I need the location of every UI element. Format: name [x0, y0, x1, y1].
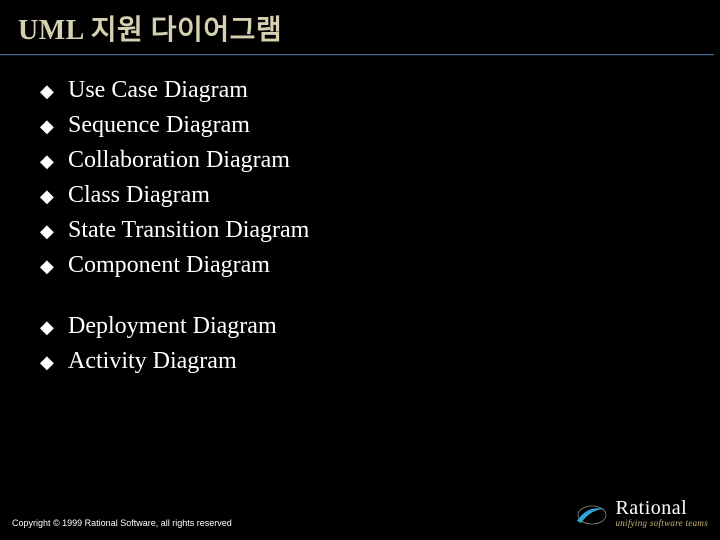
bullet-group-1: ◆ Use Case Diagram ◆ Sequence Diagram ◆ … — [40, 74, 720, 282]
logo-text: Rational unifying software teams — [615, 498, 708, 528]
title-bar: UML 지원 다이어그램 — [0, 0, 720, 54]
copyright-text: Copyright © 1999 Rational Software, all … — [12, 518, 232, 528]
rational-logo: Rational unifying software teams — [575, 498, 708, 528]
bullet-text: Sequence Diagram — [68, 109, 250, 141]
bullet-icon: ◆ — [40, 311, 68, 343]
list-item: ◆ State Transition Diagram — [40, 214, 720, 247]
list-item: ◆ Use Case Diagram — [40, 74, 720, 107]
bullet-icon: ◆ — [40, 75, 68, 107]
bullet-text: Component Diagram — [68, 249, 270, 281]
bullet-group-2: ◆ Deployment Diagram ◆ Activity Diagram — [40, 310, 720, 378]
list-item: ◆ Activity Diagram — [40, 345, 720, 378]
footer: Copyright © 1999 Rational Software, all … — [12, 498, 708, 528]
bullet-text: Deployment Diagram — [68, 310, 277, 342]
bullet-icon: ◆ — [40, 145, 68, 177]
logo-swoosh-icon — [575, 501, 609, 525]
slide-title: UML 지원 다이어그램 — [18, 8, 702, 48]
bullet-text: Activity Diagram — [68, 345, 237, 377]
bullet-icon: ◆ — [40, 180, 68, 212]
slide-content: ◆ Use Case Diagram ◆ Sequence Diagram ◆ … — [0, 56, 720, 378]
bullet-text: State Transition Diagram — [68, 214, 309, 246]
list-item: ◆ Class Diagram — [40, 179, 720, 212]
list-item: ◆ Component Diagram — [40, 249, 720, 282]
list-item: ◆ Collaboration Diagram — [40, 144, 720, 177]
bullet-icon: ◆ — [40, 346, 68, 378]
bullet-text: Collaboration Diagram — [68, 144, 290, 176]
list-item: ◆ Sequence Diagram — [40, 109, 720, 142]
list-item: ◆ Deployment Diagram — [40, 310, 720, 343]
logo-tagline: unifying software teams — [615, 519, 708, 528]
bullet-icon: ◆ — [40, 110, 68, 142]
bullet-icon: ◆ — [40, 215, 68, 247]
bullet-icon: ◆ — [40, 250, 68, 282]
bullet-text: Class Diagram — [68, 179, 210, 211]
bullet-text: Use Case Diagram — [68, 74, 248, 106]
logo-main-text: Rational — [615, 498, 687, 518]
